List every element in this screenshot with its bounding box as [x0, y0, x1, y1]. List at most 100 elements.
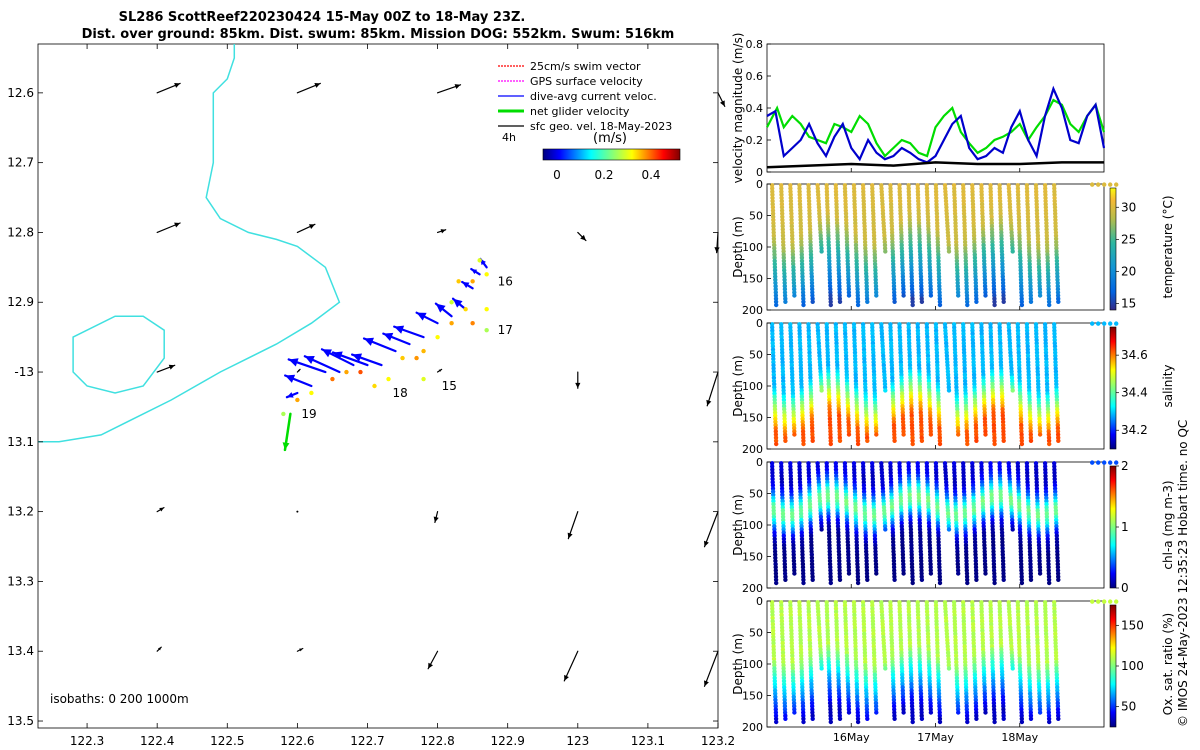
profile-dot: [961, 322, 966, 327]
profile-dot: [825, 359, 831, 365]
profile-dot: [854, 268, 860, 273]
profile-dot: [936, 277, 942, 282]
profile-dot: [1025, 470, 1030, 475]
profile-dot: [1001, 704, 1006, 709]
profile-dot: [1017, 641, 1022, 646]
profile-dot: [980, 641, 986, 646]
profile-dot: [834, 480, 839, 485]
profile-dot: [791, 400, 796, 406]
profile-dot: [963, 672, 968, 677]
profile-dot: [936, 255, 941, 260]
profile-dot: [797, 183, 802, 188]
profile-dot: [855, 719, 861, 725]
profile-dot: [927, 255, 932, 260]
profile-dot: [990, 391, 996, 396]
profile-dot: [1052, 603, 1057, 608]
profile-dot: [963, 407, 969, 412]
profile-dot: [990, 233, 995, 238]
profile-dot: [836, 675, 841, 681]
profile-dot: [997, 331, 1003, 336]
profile-dot: [1001, 707, 1006, 712]
profile-dot: [952, 473, 957, 479]
profile-dot: [1053, 233, 1059, 238]
colorbar-tick-label: 34.2: [1121, 423, 1148, 437]
profile-dot: [790, 675, 796, 681]
profile-dot: [772, 524, 777, 529]
profile-dot: [907, 227, 913, 232]
profile-dot: [819, 663, 824, 668]
profile-dot: [981, 391, 987, 396]
profile-dot: [1001, 716, 1006, 721]
profile-dot: [1016, 476, 1021, 482]
profile-dot: [801, 435, 806, 440]
profile-dot: [988, 619, 994, 624]
profile-dot: [908, 252, 914, 257]
profile-dot: [962, 220, 967, 226]
profile-dot: [781, 659, 786, 665]
profile-dot: [1017, 385, 1023, 390]
profile-dot: [919, 283, 924, 289]
profile-dot: [973, 274, 978, 279]
profile-dot: [771, 631, 776, 636]
profile-dot: [973, 691, 978, 696]
profile-dot: [1025, 350, 1031, 355]
profile-dot: [807, 492, 812, 497]
profile-dot: [1036, 242, 1041, 248]
profile-dot: [910, 441, 915, 447]
profile-dot: [798, 350, 803, 355]
profile-dot: [790, 378, 795, 384]
profile-dot: [1046, 568, 1051, 573]
profile-dot: [897, 600, 902, 605]
profile-dot: [780, 505, 785, 510]
profile-dot: [898, 480, 903, 485]
profile-dot: [1034, 347, 1040, 352]
profile-dot: [809, 558, 815, 564]
profile-dot: [1036, 385, 1041, 390]
profile-dot: [837, 280, 842, 286]
profile-dot: [835, 236, 840, 241]
profile-dot: [852, 467, 857, 472]
profile-dot: [898, 217, 903, 223]
profile-dot: [800, 283, 806, 289]
profile-dot: [846, 571, 852, 576]
profile-dot: [780, 653, 786, 658]
profile-dot: [1043, 328, 1048, 333]
profile-dot: [989, 508, 995, 513]
profile-dot: [845, 666, 850, 671]
profile-dot: [961, 609, 966, 614]
profile-dot: [800, 691, 805, 696]
profile-dot: [970, 483, 976, 488]
profile-dot: [937, 299, 943, 304]
profile-dot: [982, 261, 987, 267]
profile-dot: [855, 704, 860, 709]
profile-dot: [789, 356, 794, 362]
profile-dot: [988, 609, 993, 614]
profile-dot: [772, 666, 777, 671]
profile-dot: [1026, 359, 1031, 365]
profile-dot: [790, 388, 795, 393]
isobath-layer: [38, 44, 341, 443]
profile-dot: [872, 669, 877, 674]
profile-dot: [955, 697, 960, 703]
profile-dot: [818, 647, 823, 652]
profile-dot: [998, 492, 1003, 497]
profile-dot: [982, 397, 987, 403]
profile-dot: [1056, 574, 1061, 579]
profile-dot: [928, 704, 933, 709]
profile-dot: [962, 644, 967, 649]
profile-dot: [771, 502, 776, 507]
profile-dot: [800, 268, 805, 273]
profile-dot: [970, 470, 975, 475]
profile-dot: [954, 252, 959, 257]
profile-dot: [982, 410, 987, 415]
profile-dot: [946, 514, 951, 519]
profile-dot: [1000, 271, 1005, 276]
profile-dot: [892, 432, 897, 437]
profile-dot: [990, 666, 995, 671]
track-point: [414, 355, 419, 361]
profile-dot: [873, 700, 879, 706]
profile-dot: [1045, 410, 1051, 415]
profile-dot: [862, 363, 867, 368]
profile-dot: [782, 710, 788, 715]
profile-dot: [845, 543, 851, 548]
